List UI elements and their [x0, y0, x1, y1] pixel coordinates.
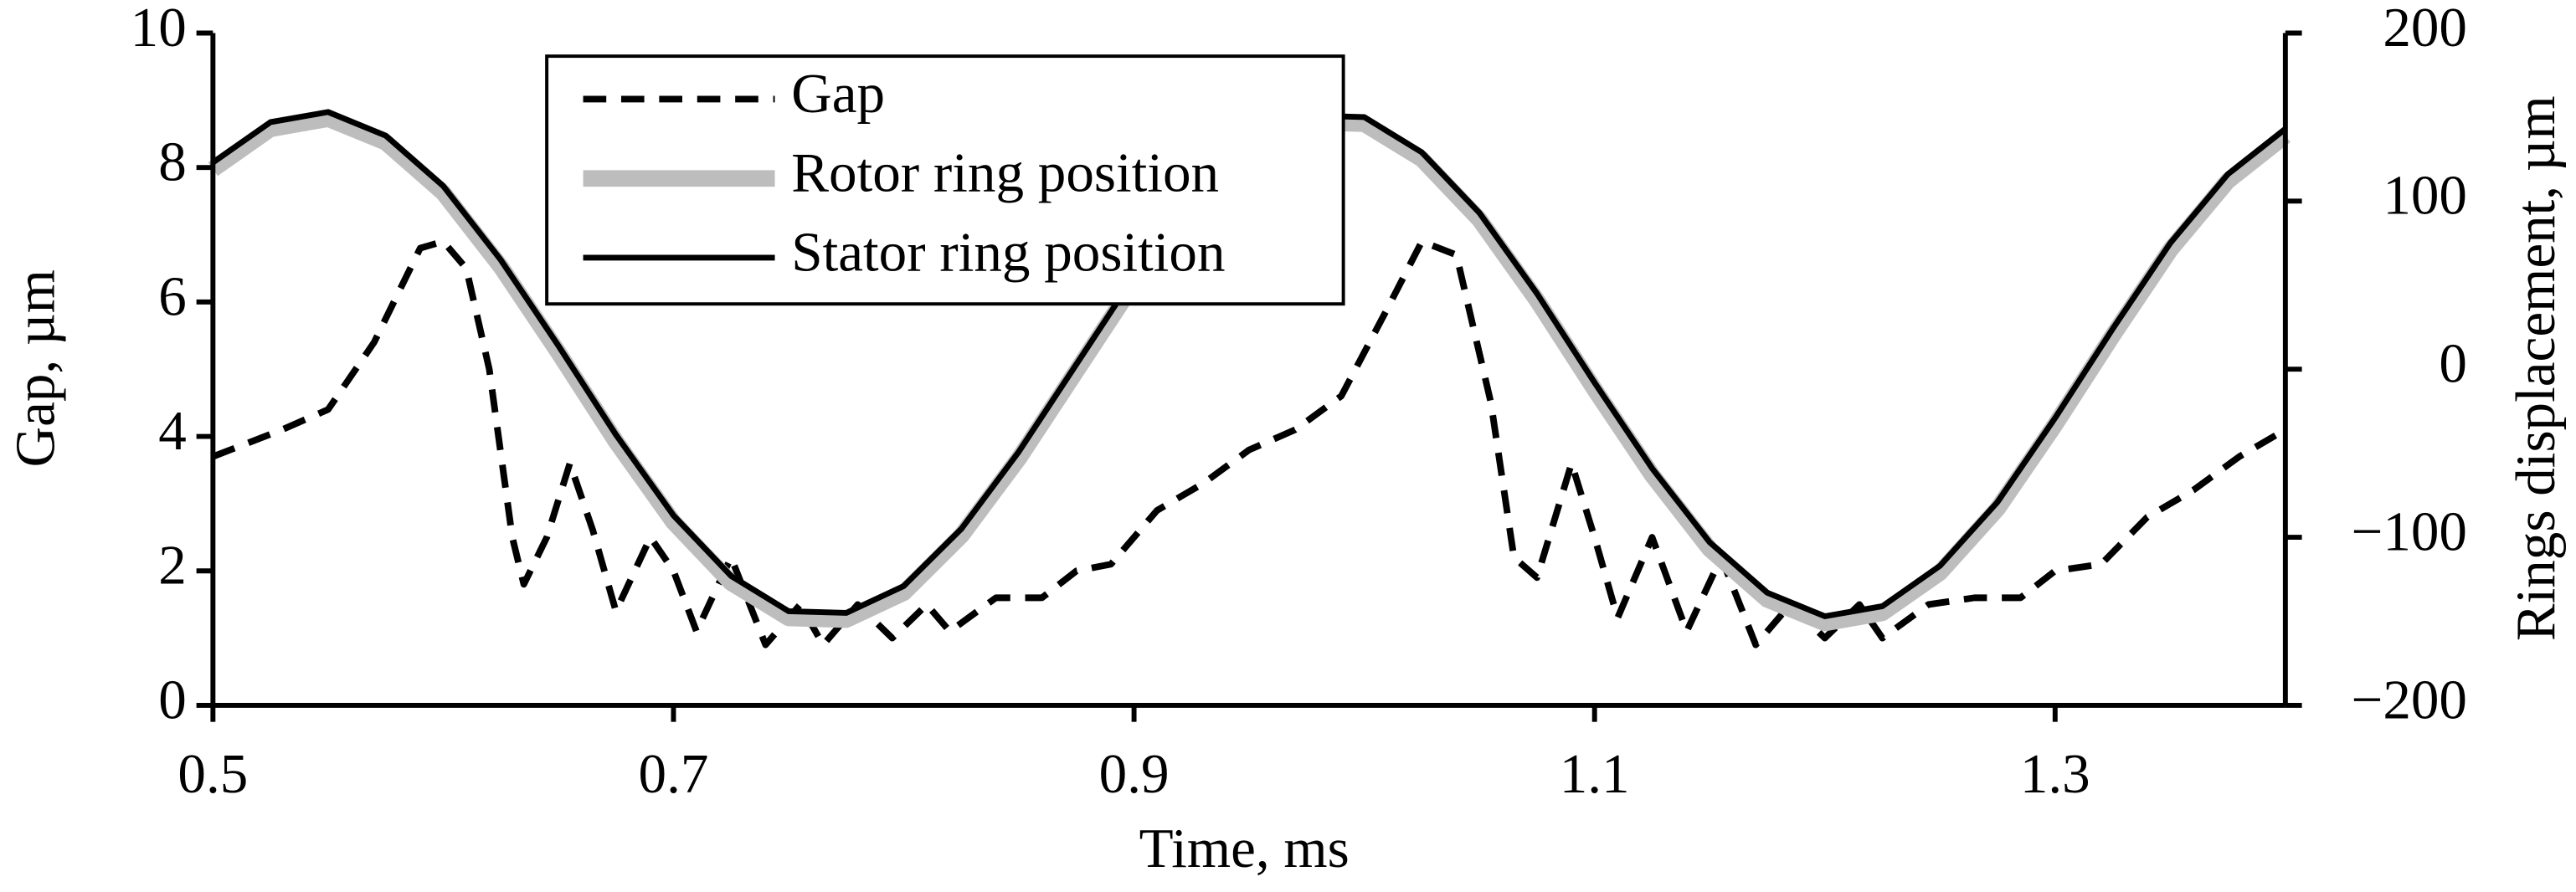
- x-tick-label: 1.3: [2020, 742, 2090, 805]
- y-tick-label: 4: [158, 399, 187, 462]
- x-axis-title: Time, ms: [1139, 817, 1350, 879]
- legend-label: Gap: [791, 62, 885, 125]
- x-tick-label: 1.1: [1560, 742, 1630, 805]
- y-tick-label: 0: [158, 668, 187, 731]
- x-tick-label: 0.9: [1099, 742, 1170, 805]
- y2-tick-label: −200: [2351, 668, 2467, 731]
- y2-tick-label: −100: [2351, 500, 2467, 562]
- y-tick-label: 10: [131, 0, 187, 59]
- y-tick-label: 6: [158, 264, 187, 327]
- x-tick-label: 0.5: [177, 742, 248, 805]
- y-tick-label: 2: [158, 534, 187, 597]
- series-line: [211, 238, 2287, 648]
- y-axis-title: Gap, µm: [3, 269, 66, 467]
- legend-label: Rotor ring position: [791, 141, 1219, 204]
- y2-axis-title: Rings displacement, µm: [2504, 95, 2567, 641]
- legend-label: Stator ring position: [791, 220, 1225, 283]
- y2-tick-label: 200: [2383, 0, 2467, 59]
- x-tick-label: 0.7: [639, 742, 709, 805]
- y2-tick-label: 100: [2383, 164, 2467, 227]
- y2-tick-label: 0: [2439, 332, 2467, 395]
- y-tick-label: 8: [158, 131, 187, 193]
